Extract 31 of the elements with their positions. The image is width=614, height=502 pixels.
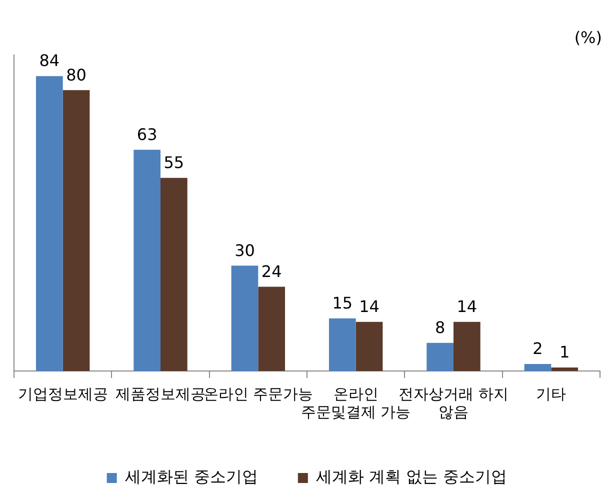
data-label: 2 [532, 339, 543, 358]
data-label: 1 [560, 342, 570, 362]
data-label: 24 [261, 262, 282, 281]
x-tick-label: 기타 [536, 384, 566, 403]
bar [328, 318, 356, 371]
x-tick-label: 기업정보제공 [18, 384, 108, 403]
data-label: 55 [164, 153, 184, 172]
bar [231, 266, 258, 371]
bar [524, 364, 552, 371]
data-label: 63 [136, 124, 158, 144]
bar [356, 322, 383, 371]
data-label: 14 [359, 297, 380, 316]
bar [36, 76, 63, 371]
bar [160, 178, 188, 371]
data-label: 14 [456, 297, 478, 316]
data-label: 84 [39, 51, 60, 70]
legend-label: 세계화된 중소기업 [124, 467, 258, 486]
legend-label: 세계화 계획 없는 중소기업 [316, 467, 508, 486]
data-label: 30 [234, 240, 255, 260]
bar [62, 90, 90, 371]
bar [258, 286, 286, 371]
data-label: 15 [332, 293, 353, 312]
text: (%) [574, 28, 602, 47]
data-label: 80 [66, 65, 86, 84]
bar [454, 322, 480, 371]
x-tick-label: 제품정보제공 [116, 384, 206, 403]
data-label: 8 [434, 318, 446, 338]
x-tick-label: 온라인 주문가능 [203, 384, 314, 403]
bar [551, 367, 578, 371]
bar [134, 150, 160, 371]
bar [426, 342, 454, 371]
